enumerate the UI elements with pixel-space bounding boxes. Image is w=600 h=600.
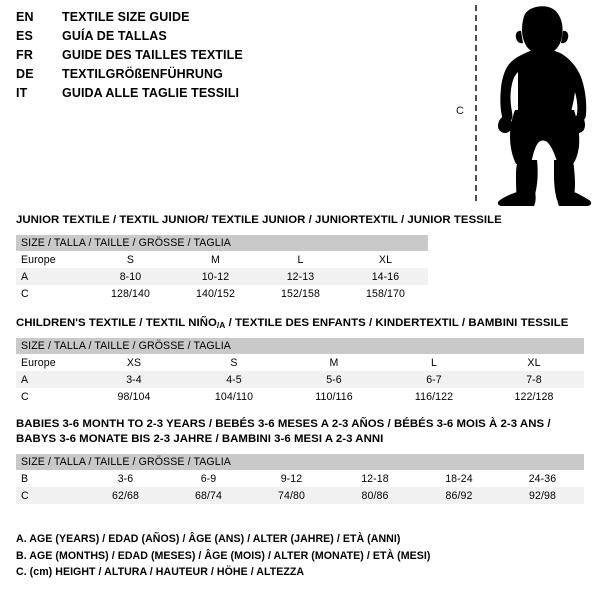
children-a-c4: 6-7 (384, 371, 484, 388)
language-text-it: GUIDA ALLE TAGLIE TESSILI (62, 86, 240, 100)
babies-b-c6: 24-36 (501, 470, 584, 487)
babies-b-c5: 18-24 (417, 470, 501, 487)
junior-europe-c1: S (88, 251, 173, 268)
children-a-c1: 3-4 (84, 371, 184, 388)
language-code-it: IT (16, 86, 28, 100)
language-text-fr: GUIDE DES TAILLES TEXTILE (62, 48, 243, 62)
language-text-en: TEXTILE SIZE GUIDE (62, 10, 190, 24)
legend-line-c: C. (cm) HEIGHT / ALTURA / HAUTEUR / HÖHE… (16, 566, 305, 578)
junior-a-c2: 10-12 (173, 268, 258, 285)
legend-line-b: B. AGE (MONTHS) / EDAD (MESES) / ÂGE (MO… (16, 549, 431, 562)
junior-row-europe-label: Europe (16, 251, 88, 268)
children-c-c2: 104/110 (184, 388, 284, 405)
language-text-es: GUÍA DE TALLAS (62, 29, 167, 43)
section-children-title-tail: / TEXTILE DES ENFANTS / KINDERTEXTIL / B… (225, 317, 569, 329)
babies-row-c: C 62/68 68/74 74/80 80/86 86/92 92/98 (16, 487, 584, 504)
junior-c-c1: 128/140 (88, 285, 173, 302)
junior-a-c1: 8-10 (88, 268, 173, 285)
children-row-europe: Europe XS S M L XL (16, 354, 584, 371)
height-dashed-line-icon (475, 5, 477, 201)
language-code-de: DE (16, 67, 34, 81)
babies-b-c2: 6-9 (167, 470, 250, 487)
babies-band-label: SIZE / TALLA / TAILLE / GRÖSSE / TAGLIA (16, 454, 584, 470)
junior-row-c-label: C (16, 285, 88, 302)
children-europe-c1: XS (84, 354, 184, 371)
section-childrens-textile: CHILDREN'S TEXTILE / TEXTIL NIÑO/A / TEX… (16, 316, 584, 405)
language-row-fr: FR GUIDE DES TAILLES TEXTILE (16, 48, 316, 67)
babies-c-c6: 92/98 (501, 487, 584, 504)
height-measure-figure: C (448, 0, 600, 210)
section-babies-textile: BABIES 3-6 MONTH TO 2-3 YEARS / BEBÉS 3-… (16, 417, 584, 504)
junior-europe-c4: XL (343, 251, 428, 268)
junior-band-header-row: SIZE / TALLA / TAILLE / GRÖSSE / TAGLIA (16, 235, 428, 251)
language-code-en: EN (16, 10, 34, 24)
language-row-es: ES GUÍA DE TALLAS (16, 29, 316, 48)
section-junior-title: JUNIOR TEXTILE / TEXTIL JUNIOR/ TEXTILE … (16, 214, 502, 226)
children-c-c1: 98/104 (84, 388, 184, 405)
junior-europe-c2: M (173, 251, 258, 268)
measure-label-c: C (456, 105, 464, 117)
children-a-c5: 7-8 (484, 371, 584, 388)
junior-c-c2: 140/152 (173, 285, 258, 302)
children-europe-c2: S (184, 354, 284, 371)
section-babies-title-line2: BABYS 3-6 MONATE BIS 2-3 JAHRE / BAMBINI… (16, 433, 384, 445)
babies-c-c3: 74/80 (250, 487, 333, 504)
junior-row-a: A 8-10 10-12 12-13 14-16 (16, 268, 428, 285)
children-row-c: C 98/104 104/110 110/116 116/122 122/128 (16, 388, 584, 405)
babies-c-c5: 86/92 (417, 487, 501, 504)
children-band-label: SIZE / TALLA / TAILLE / GRÖSSE / TAGLIA (16, 338, 584, 354)
babies-b-c4: 12-18 (333, 470, 417, 487)
junior-europe-c3: L (258, 251, 343, 268)
babies-c-c4: 80/86 (333, 487, 417, 504)
babies-row-c-label: C (16, 487, 84, 504)
language-text-de: TEXTILGRÖßENFÜHRUNG (62, 67, 223, 81)
babies-size-table: SIZE / TALLA / TAILLE / GRÖSSE / TAGLIA … (16, 454, 584, 504)
junior-row-a-label: A (16, 268, 88, 285)
junior-a-c4: 14-16 (343, 268, 428, 285)
junior-c-c4: 158/170 (343, 285, 428, 302)
section-junior-textile: JUNIOR TEXTILE / TEXTIL JUNIOR/ TEXTILE … (16, 213, 502, 302)
children-c-c3: 110/116 (284, 388, 384, 405)
language-code-fr: FR (16, 48, 34, 62)
children-a-c3: 5-6 (284, 371, 384, 388)
children-europe-c5: XL (484, 354, 584, 371)
children-a-c2: 4-5 (184, 371, 284, 388)
junior-row-c: C 128/140 140/152 152/158 158/170 (16, 285, 428, 302)
babies-band-header-row: SIZE / TALLA / TAILLE / GRÖSSE / TAGLIA (16, 454, 584, 470)
language-code-es: ES (16, 29, 34, 43)
section-children-title-sub: /A (216, 319, 226, 330)
children-europe-c3: M (284, 354, 384, 371)
section-children-title: CHILDREN'S TEXTILE / TEXTIL NIÑO/A / TEX… (16, 316, 584, 331)
children-europe-c4: L (384, 354, 484, 371)
babies-row-b: B 3-6 6-9 9-12 12-18 18-24 24-36 (16, 470, 584, 487)
language-row-en: EN TEXTILE SIZE GUIDE (16, 10, 316, 29)
junior-row-europe: Europe S M L XL (16, 251, 428, 268)
children-row-a-label: A (16, 371, 84, 388)
children-size-table: SIZE / TALLA / TAILLE / GRÖSSE / TAGLIA … (16, 338, 584, 405)
toddler-silhouette-icon (497, 6, 592, 206)
junior-size-table: SIZE / TALLA / TAILLE / GRÖSSE / TAGLIA … (16, 235, 428, 302)
children-c-c4: 116/122 (384, 388, 484, 405)
children-row-a: A 3-4 4-5 5-6 6-7 7-8 (16, 371, 584, 388)
children-row-europe-label: Europe (16, 354, 84, 371)
measurement-legend: A. AGE (YEARS) / EDAD (AÑOS) / ÂGE (ANS)… (16, 531, 430, 581)
children-c-c5: 122/128 (484, 388, 584, 405)
babies-row-b-label: B (16, 470, 84, 487)
babies-b-c3: 9-12 (250, 470, 333, 487)
section-babies-title-line1: BABIES 3-6 MONTH TO 2-3 YEARS / BEBÉS 3-… (16, 418, 551, 430)
junior-c-c3: 152/158 (258, 285, 343, 302)
language-row-it: IT GUIDA ALLE TAGLIE TESSILI (16, 86, 316, 105)
babies-c-c1: 62/68 (84, 487, 167, 504)
children-band-header-row: SIZE / TALLA / TAILLE / GRÖSSE / TAGLIA (16, 338, 584, 354)
junior-band-label: SIZE / TALLA / TAILLE / GRÖSSE / TAGLIA (16, 235, 428, 251)
babies-b-c1: 3-6 (84, 470, 167, 487)
language-header: EN TEXTILE SIZE GUIDE ES GUÍA DE TALLAS … (16, 10, 316, 105)
legend-line-a: A. AGE (YEARS) / EDAD (AÑOS) / ÂGE (ANS)… (16, 533, 401, 545)
language-row-de: DE TEXTILGRÖßENFÜHRUNG (16, 67, 316, 86)
children-row-c-label: C (16, 388, 84, 405)
junior-a-c3: 12-13 (258, 268, 343, 285)
section-children-title-main: CHILDREN'S TEXTILE / TEXTIL NIÑO (16, 317, 217, 329)
babies-c-c2: 68/74 (167, 487, 250, 504)
